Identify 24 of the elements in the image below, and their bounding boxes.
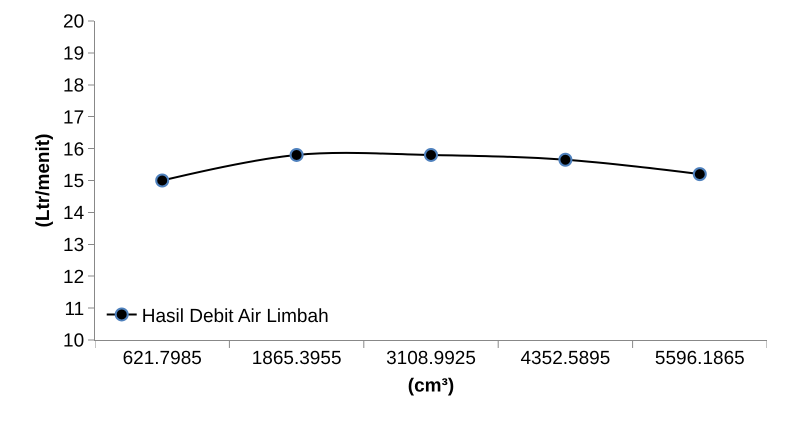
- point: [558, 152, 572, 167]
- x-tick-label: 5596.1865: [654, 348, 745, 369]
- y-tick-label: 20: [63, 12, 84, 33]
- y-tick-label: 15: [63, 171, 84, 192]
- y-tick-label: 18: [63, 75, 84, 96]
- point: [424, 148, 438, 162]
- y-tick-label: 12: [63, 266, 84, 288]
- legend-label: Hasil Debit Air Limbah: [142, 306, 329, 327]
- y-tick-label: 19: [63, 44, 84, 65]
- y-tick-label: 16: [63, 139, 84, 160]
- point: [692, 167, 707, 182]
- x-tick-label: 1865.3955: [252, 348, 342, 369]
- x-tick-label: 3108.9925: [386, 348, 476, 369]
- y-tick-label: 17: [63, 107, 84, 128]
- y-axis-title: (Ltr/menit): [32, 134, 54, 228]
- point: [155, 174, 170, 188]
- x-tick-label: 621.7985: [122, 348, 202, 369]
- x-tick-label: 4352.5895: [520, 348, 610, 369]
- y-tick-label: 14: [63, 203, 85, 224]
- y-tick-label: 10: [63, 330, 84, 352]
- point: [290, 148, 304, 162]
- y-tick-label: 11: [64, 298, 84, 320]
- x-axis-title: (cm³): [408, 376, 454, 397]
- y-tick-label: 13: [63, 234, 84, 256]
